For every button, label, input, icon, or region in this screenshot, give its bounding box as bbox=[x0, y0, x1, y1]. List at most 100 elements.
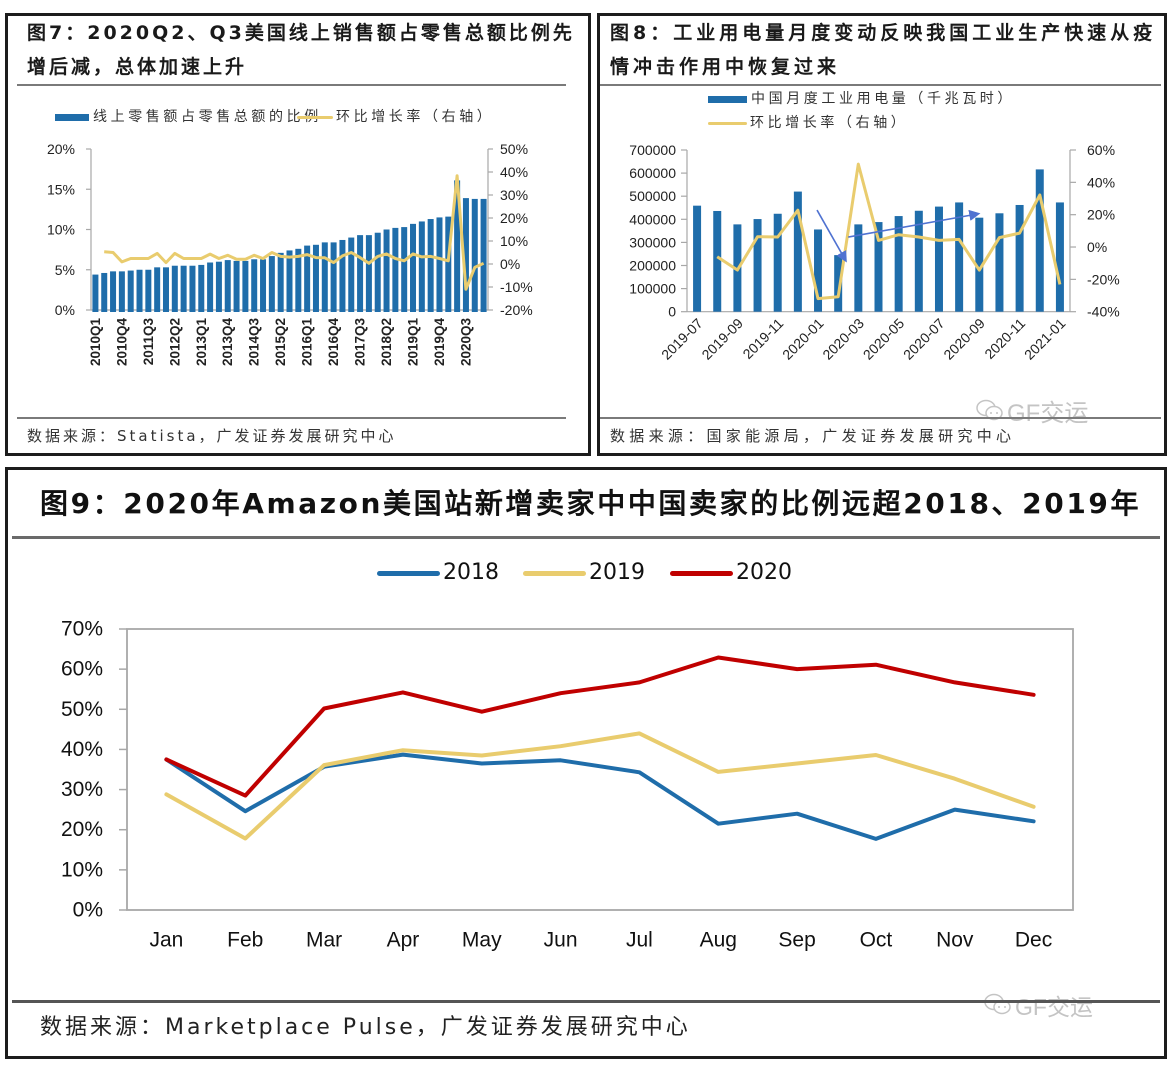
bar-2020Q3 bbox=[462, 198, 469, 312]
bar-2011Q1 bbox=[127, 270, 134, 312]
y-tick-label: 20% bbox=[61, 818, 103, 841]
right-tick-label: 60% bbox=[1087, 142, 1115, 158]
plot-area-border bbox=[126, 628, 1074, 911]
figure-9-panel: 图9：2020年Amazon美国站新增卖家中中国卖家的比例远超2018、2019… bbox=[5, 467, 1167, 1059]
bar-2015Q1 bbox=[268, 256, 275, 312]
y-tick-label: 10% bbox=[61, 858, 103, 881]
series-line-2019 bbox=[164, 731, 1036, 841]
x-tick-label: 2015Q2 bbox=[273, 318, 288, 366]
bar-2016Q3 bbox=[321, 242, 328, 312]
legend-line-swatch-icon bbox=[377, 570, 440, 576]
left-tick-label: 300000 bbox=[629, 234, 676, 250]
figure-8-title-line-2: 情冲击作用中恢复过来 bbox=[610, 56, 841, 78]
right-tick-label: -40% bbox=[1087, 304, 1120, 320]
x-tick-label: Mar bbox=[306, 929, 342, 952]
figure-7-title-line-1: 图7：2020Q2、Q3美国线上销售额占零售总额比例先 bbox=[27, 22, 575, 44]
bar-2017Q2 bbox=[348, 237, 355, 312]
figure-8-chart: 0 100000 200000 300000 400000 500000 600000 700… bbox=[629, 142, 1120, 363]
right-tick-label: 20% bbox=[1087, 207, 1115, 223]
right-tick-label: 40% bbox=[500, 164, 528, 180]
bar-2020-03 bbox=[854, 224, 863, 312]
bar-2020-02 bbox=[834, 255, 843, 312]
right-tick-label: 0% bbox=[500, 256, 520, 272]
figure-8-legend-bar: 中国月度工业用电量（千兆瓦时） bbox=[708, 90, 1015, 108]
left-tick-label: 10% bbox=[47, 222, 75, 238]
figure-8-source: 数据来源：国家能源局，广发证券发展研究中心 bbox=[610, 427, 1016, 445]
legend-label: 环比增长率（右轴） bbox=[750, 115, 909, 131]
x-tick-label: Oct bbox=[860, 929, 893, 952]
figure-8-panel: 图8：工业用电量月度变动反映我国工业生产快速从疫 情冲击作用中恢复过来 中国月度… bbox=[597, 13, 1167, 456]
bar-2019-11 bbox=[773, 213, 782, 312]
left-tick-label: 5% bbox=[55, 262, 75, 278]
bar-2014Q2 bbox=[242, 260, 249, 312]
figure-9-header-divider bbox=[12, 536, 1160, 539]
figure-9-legend-2018: 2018 bbox=[377, 559, 499, 587]
bar-2018Q3 bbox=[392, 227, 399, 312]
bar-2010Q1 bbox=[92, 274, 99, 312]
legend-line-swatch-icon bbox=[297, 115, 333, 119]
right-tick-label: 0% bbox=[1087, 239, 1107, 255]
x-tick-label: Nov bbox=[936, 929, 974, 952]
x-tick-label: 2020-07 bbox=[900, 315, 948, 363]
x-tick-label: Jun bbox=[544, 929, 578, 952]
bar-2019-08 bbox=[713, 210, 722, 312]
x-tick-label: 2010Q4 bbox=[114, 318, 129, 367]
bar-2012Q2 bbox=[171, 265, 178, 312]
left-tick-label: 600000 bbox=[629, 165, 676, 181]
bar-2013Q4 bbox=[224, 260, 231, 312]
right-tick-label: 50% bbox=[500, 141, 528, 157]
watermark-text: GF交运 bbox=[1007, 400, 1089, 427]
x-tick-label: 2013Q4 bbox=[220, 318, 235, 367]
bar-2021-01 bbox=[1055, 202, 1064, 312]
bar-2016Q2 bbox=[312, 244, 319, 312]
bar-2020-10 bbox=[995, 213, 1004, 312]
y-tick-label: 0% bbox=[73, 899, 103, 922]
figure-9-legend-2020: 2020 bbox=[670, 559, 792, 587]
bar-2013Q3 bbox=[215, 261, 222, 312]
annotation-arrow-1 bbox=[816, 209, 847, 263]
x-tick-label: 2019Q4 bbox=[432, 318, 447, 367]
legend-line-swatch-icon bbox=[708, 121, 747, 125]
series-line-2018 bbox=[164, 752, 1036, 841]
x-tick-label: 2021-01 bbox=[1021, 315, 1069, 363]
figure-7-footer-divider bbox=[17, 417, 566, 419]
figure-8-footer-divider bbox=[600, 417, 1161, 419]
bar-2011Q2 bbox=[136, 269, 143, 312]
bar-2015Q3 bbox=[286, 250, 293, 312]
bar-2021Q1 bbox=[480, 198, 487, 312]
bar-2019-12 bbox=[793, 191, 802, 312]
figure-7-source: 数据来源：Statista，广发证券发展研究中心 bbox=[27, 427, 397, 445]
x-tick-label: 2016Q4 bbox=[326, 318, 341, 367]
bar-2016Q1 bbox=[304, 245, 311, 312]
y-tick-label: 30% bbox=[61, 778, 103, 801]
growth-rate-line bbox=[716, 162, 1062, 301]
legend-label: 环比增长率（右轴） bbox=[336, 109, 495, 125]
left-tick-label: 700000 bbox=[629, 142, 676, 158]
left-tick-label: 500000 bbox=[629, 188, 676, 204]
left-tick-label: 20% bbox=[47, 141, 75, 157]
x-tick-label: Aug bbox=[700, 929, 737, 952]
annotation-arrow-2 bbox=[848, 209, 981, 238]
legend-bar-swatch-icon bbox=[55, 113, 89, 121]
figure-9-chart: 0% 10% 20% 30% 40% 50% 60% 70% Jan Feb Mar Apr May Ju… bbox=[61, 618, 1074, 952]
bar-2019-10 bbox=[753, 219, 762, 312]
figure-8-title-line-1: 图8：工业用电量月度变动反映我国工业生产快速从疫 bbox=[610, 22, 1157, 44]
x-tick-label: Dec bbox=[1015, 929, 1052, 952]
bar-2017Q1 bbox=[339, 239, 346, 312]
bar-2018Q2 bbox=[383, 229, 390, 312]
x-tick-label: Jul bbox=[626, 929, 653, 952]
bar-2017Q4 bbox=[365, 235, 372, 312]
bar-2017Q3 bbox=[357, 235, 364, 312]
bar-2020-08 bbox=[955, 202, 964, 312]
left-tick-label: 15% bbox=[47, 181, 75, 197]
bar-2011Q4 bbox=[154, 267, 161, 312]
bar-2013Q1 bbox=[198, 264, 205, 312]
x-tick-label: 2019Q1 bbox=[406, 318, 421, 367]
figure-9-footer-divider bbox=[12, 1000, 1160, 1003]
left-tick-label: 200000 bbox=[629, 258, 676, 274]
bar-2020-04 bbox=[874, 222, 883, 312]
x-tick-label: 2020-09 bbox=[940, 315, 988, 363]
bar-2019Q2 bbox=[418, 221, 425, 312]
bar-2015Q4 bbox=[295, 248, 302, 312]
right-tick-label: 40% bbox=[1087, 174, 1115, 190]
